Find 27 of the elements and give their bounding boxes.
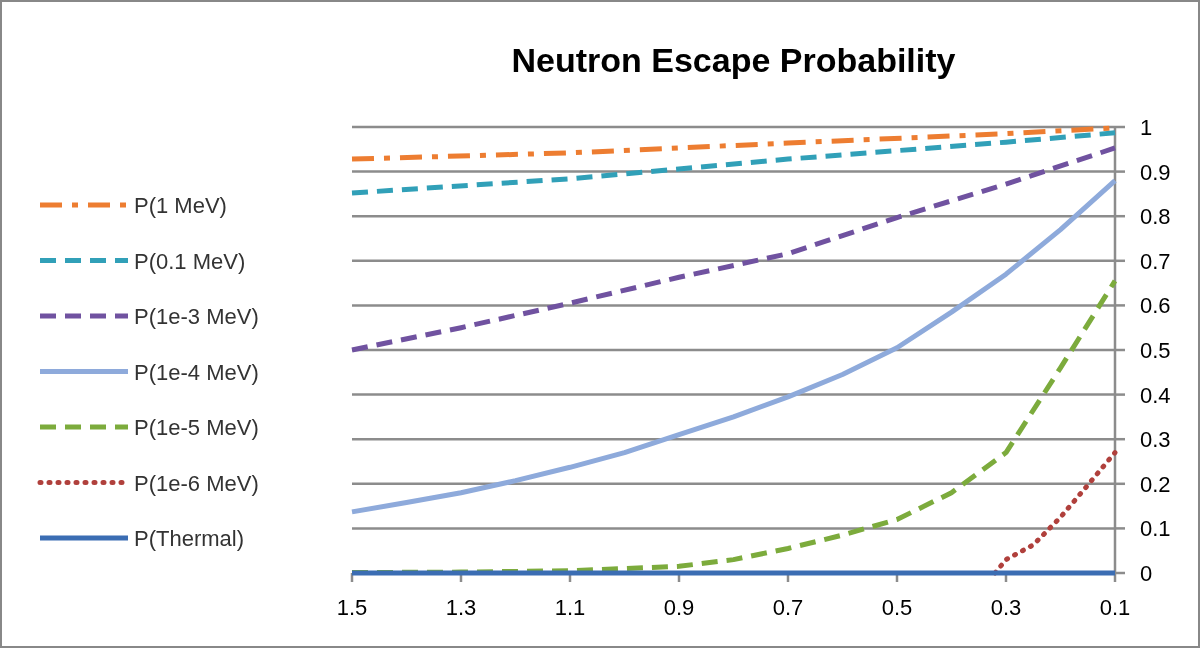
- chart-title: Neutron Escape Probability: [511, 41, 956, 79]
- y-tick-label: 1: [1140, 115, 1153, 140]
- y-tick-label: 0.9: [1140, 159, 1171, 185]
- x-tick-label: 0.7: [772, 595, 804, 620]
- y-tick-label: 0: [1140, 561, 1153, 586]
- legend-label: P(Thermal): [134, 526, 245, 551]
- x-tick-label: 1.5: [336, 595, 368, 620]
- y-tick-label: 0.8: [1140, 204, 1171, 230]
- legend-label: P(1 MeV): [134, 193, 227, 218]
- x-tick-label: 0.1: [1099, 595, 1131, 620]
- x-tick-label: 1.1: [554, 595, 586, 620]
- y-tick-label: 0.3: [1140, 427, 1171, 453]
- legend-label: P(0.1 MeV): [134, 248, 246, 274]
- legend-label: P(1e-6 MeV): [134, 470, 259, 496]
- legend-label: P(1e-5 MeV): [134, 415, 259, 440]
- legend-label: P(1e-3 MeV): [134, 304, 259, 329]
- x-tick-label: 0.5: [881, 595, 913, 620]
- y-tick-label: 0.1: [1140, 516, 1171, 542]
- legend-label: P(1e-4 MeV): [134, 359, 259, 385]
- x-tick-label: 1.3: [445, 595, 477, 620]
- x-tick-label: 0.3: [990, 595, 1022, 620]
- y-tick-label: 0.7: [1140, 248, 1171, 274]
- x-tick-label: 0.9: [663, 595, 695, 620]
- y-tick-label: 0.2: [1140, 471, 1171, 497]
- y-tick-label: 0.4: [1140, 382, 1171, 408]
- y-tick-label: 0.5: [1140, 338, 1171, 363]
- y-tick-label: 0.6: [1140, 293, 1171, 319]
